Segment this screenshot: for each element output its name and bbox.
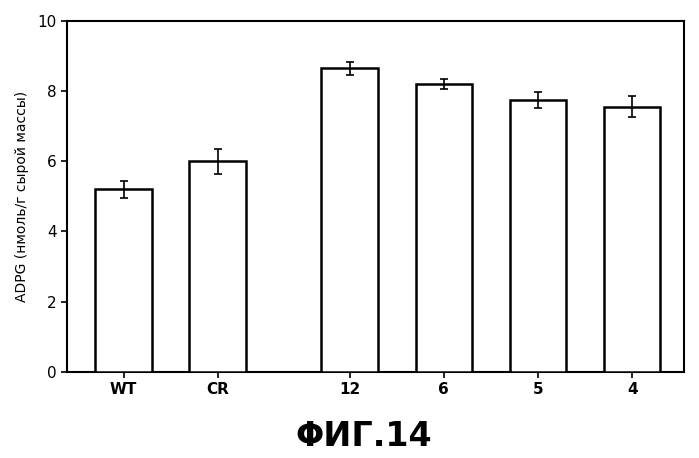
Y-axis label: ADPG (нмоль/г сырой массы): ADPG (нмоль/г сырой массы) <box>15 91 29 302</box>
Bar <box>189 161 246 372</box>
Bar <box>95 189 152 372</box>
Text: ΦИГ.14: ΦИГ.14 <box>295 420 432 453</box>
Bar <box>322 68 378 372</box>
Bar <box>510 100 566 372</box>
Bar <box>604 107 661 372</box>
Bar <box>415 84 472 372</box>
